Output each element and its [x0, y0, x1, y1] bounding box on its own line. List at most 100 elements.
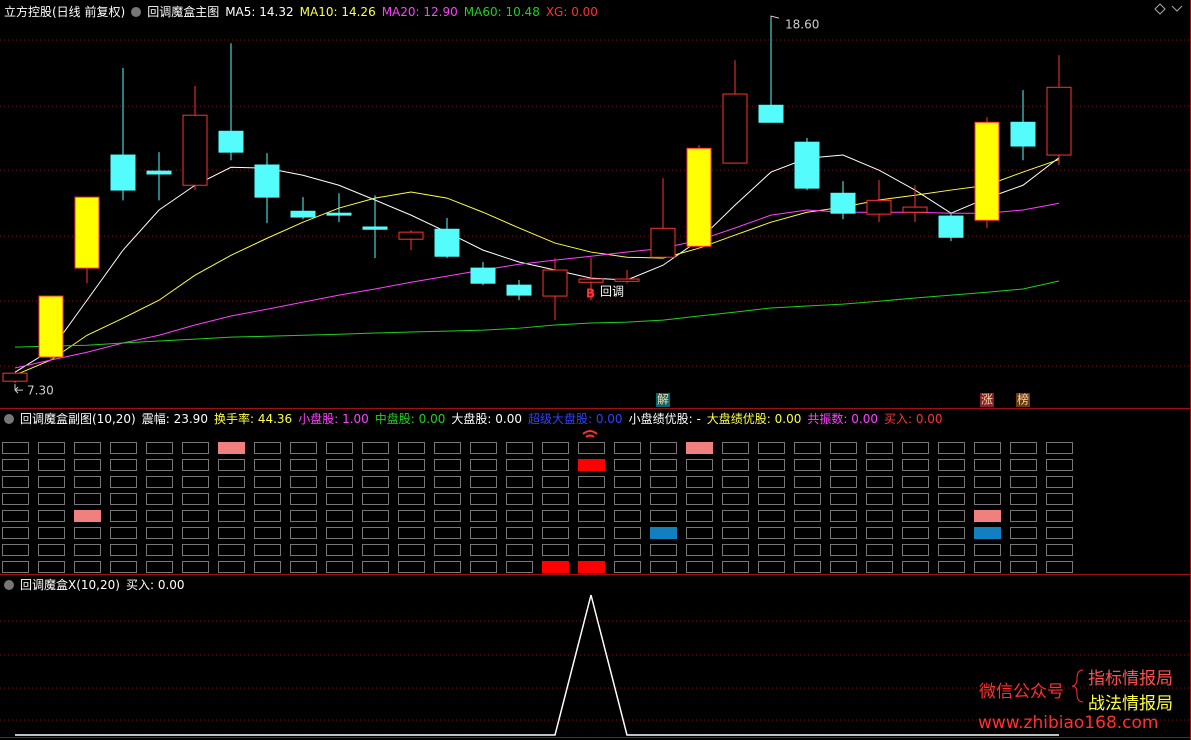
min-arrow: [14, 384, 23, 394]
grid-cell: [1046, 459, 1073, 471]
grid-cell: [362, 510, 389, 522]
header-item: 中盘股: 0.00: [375, 410, 446, 427]
grid-cell: [398, 510, 425, 522]
candle-body: [2, 372, 28, 382]
header-item: 小盘绩优股: -: [629, 410, 701, 427]
item-name: MA60:: [463, 4, 502, 19]
header-title: 立方控股(日线 前复权): [4, 5, 126, 19]
grid-cell: [830, 544, 857, 556]
candle-body: [434, 228, 460, 257]
grid-cell: [1046, 544, 1073, 556]
item-value: 0.00: [571, 4, 598, 19]
item-value: 0.00: [495, 412, 522, 426]
brace: [1071, 669, 1084, 703]
candle-body: [362, 226, 388, 230]
grid-cell: [614, 510, 641, 522]
grid-cell: [470, 476, 497, 488]
grid-cell: [578, 527, 605, 539]
item-name: 买入:: [125, 578, 154, 592]
grid-cell: [146, 561, 173, 573]
grid-cell: [1010, 561, 1037, 573]
grid-cell: [650, 510, 677, 522]
grid-cell: [794, 476, 821, 488]
grid-cell-on: [974, 527, 1001, 539]
grid-cell: [434, 561, 461, 573]
item-name: 买入:: [883, 412, 913, 426]
tag-label: 解: [657, 393, 669, 407]
grid-cell: [902, 544, 929, 556]
grid-cell: [974, 476, 1001, 488]
grid-cell: [794, 527, 821, 539]
grid-cell-on: [578, 459, 605, 471]
grid-cell: [362, 442, 389, 454]
grid-cell: [866, 442, 893, 454]
grid-cell: [110, 476, 137, 488]
header-item: 震幅: 23.90: [142, 410, 208, 427]
grid-cell: [722, 493, 749, 505]
grid-cell: [398, 527, 425, 539]
grid-cell-on: [74, 510, 101, 522]
signal-icon: [582, 430, 598, 438]
grid-cell: [578, 442, 605, 454]
grid-cell: [470, 510, 497, 522]
grid-cell: [506, 493, 533, 505]
grid-cell: [614, 442, 641, 454]
grid-cell: [1010, 493, 1037, 505]
grid-cell: [1010, 476, 1037, 488]
grid-cell: [794, 442, 821, 454]
grid-cell: [578, 544, 605, 556]
grid-cell: [146, 493, 173, 505]
grid-cell: [182, 476, 209, 488]
grid-cell: [2, 510, 29, 522]
grid-cell: [866, 561, 893, 573]
grid-cell: [110, 442, 137, 454]
grid-cell: [254, 459, 281, 471]
grid-cell: [74, 442, 101, 454]
item-name: XG:: [545, 4, 568, 19]
window-icons: [1154, 3, 1183, 15]
grid-cell: [758, 561, 785, 573]
grid-cell: [362, 544, 389, 556]
grid-cell: [2, 442, 29, 454]
grid-cell: [938, 442, 965, 454]
grid-cell: [362, 493, 389, 505]
grid-cell: [1010, 544, 1037, 556]
grid-cell: [578, 476, 605, 488]
grid-cell: [902, 476, 929, 488]
grid-cell: [902, 510, 929, 522]
candle-body: [506, 284, 532, 296]
grid-cell: [218, 544, 245, 556]
grid-cell: [326, 459, 353, 471]
grid-cell: [470, 527, 497, 539]
grid-cell: [470, 493, 497, 505]
grid-cell: [614, 493, 641, 505]
candle-body: [74, 196, 100, 269]
grid-cell: [110, 459, 137, 471]
grid-cell: [506, 442, 533, 454]
grid-cell: [938, 493, 965, 505]
ma-line: [14, 280, 1060, 348]
main-header: 立方控股(日线 前复权) 回调魔盒主图 MA5: 14.32 MA10: 14.26 M…: [4, 3, 598, 20]
item-value: 1.00: [342, 412, 369, 426]
header-item: MA60: 10.48: [464, 5, 540, 19]
grid-cell: [290, 561, 317, 573]
header-item: 大盘股: 0.00: [451, 410, 522, 427]
grid-cell: [974, 459, 1001, 471]
grid-cell-on: [578, 561, 605, 573]
grid-cell: [110, 493, 137, 505]
grid-cell: [614, 459, 641, 471]
grid-cell: [290, 442, 317, 454]
header-item: 小盘股: 1.00: [298, 410, 369, 427]
grid-cell: [182, 561, 209, 573]
grid-cell: [758, 476, 785, 488]
header-item: 换手率: 44.36: [214, 410, 292, 427]
watermark-label: 微信公众号: [979, 682, 1064, 702]
grid-cell: [362, 527, 389, 539]
candle-body: [614, 278, 640, 282]
grid-cell: [542, 493, 569, 505]
grid-cell: [362, 459, 389, 471]
grid-cell: [182, 544, 209, 556]
candle-body: [578, 278, 604, 283]
grid-cell: [146, 544, 173, 556]
grid-cell: [686, 476, 713, 488]
